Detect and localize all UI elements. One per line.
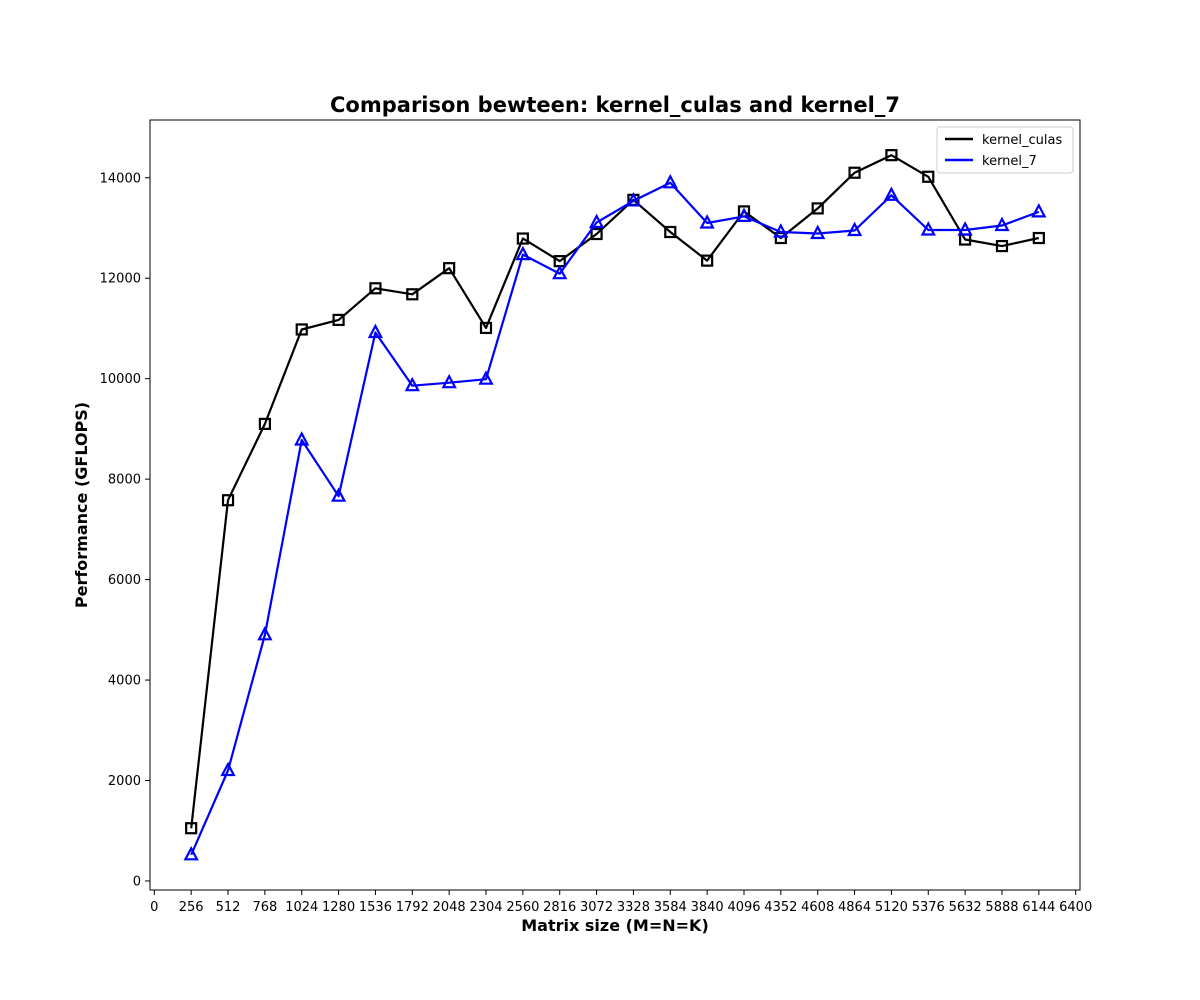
x-tick-label: 4352 xyxy=(764,900,797,915)
data-point-kernel-culas xyxy=(664,225,677,239)
data-point-kernel-7 xyxy=(994,216,1010,232)
data-point-kernel-7 xyxy=(257,625,273,641)
series-line-kernel-7 xyxy=(190,181,1040,856)
x-tick-label: 6400 xyxy=(1059,900,1092,915)
data-point-kernel-culas xyxy=(185,822,198,835)
x-tick-label: 0 xyxy=(150,900,158,915)
y-axis: 0 2000 4000 6000 8000 10000 12000 14000 xyxy=(100,171,150,889)
x-axis-label: Matrix size (M=N=K) xyxy=(521,916,709,935)
data-point-kernel-culas xyxy=(701,254,714,267)
data-point-kernel-7 xyxy=(773,223,789,238)
x-tick-label: 2816 xyxy=(543,900,576,915)
data-point-kernel-7 xyxy=(846,221,863,237)
data-point-kernel-7 xyxy=(367,323,384,339)
y-tick-label: 8000 xyxy=(108,473,141,488)
x-tick-label: 4608 xyxy=(801,900,834,915)
x-tick-label: 5888 xyxy=(985,900,1018,915)
y-tick-label: 6000 xyxy=(108,573,141,588)
data-point-kernel-7 xyxy=(183,845,199,861)
data-point-kernel-7 xyxy=(552,264,568,280)
data-point-kernel-culas xyxy=(443,262,456,275)
data-point-kernel-culas xyxy=(811,202,824,215)
data-point-kernel-7 xyxy=(625,192,642,207)
chart-title: Comparison bewteen: kernel_culas and ker… xyxy=(330,93,900,117)
x-axis: 0 256 512 768 1024 1280 1536 1792 2048 2304 2560 28… xyxy=(150,890,1092,915)
x-tick-label: 768 xyxy=(252,900,277,915)
legend-label-kernel-7: kernel_7 xyxy=(982,154,1037,169)
plot-area xyxy=(149,119,1081,891)
series-line-kernel-culas xyxy=(190,154,1040,829)
data-point-kernel-7 xyxy=(662,173,678,189)
data-point-kernel-7 xyxy=(220,761,236,777)
y-tick-label: 0 xyxy=(133,874,141,889)
data-point-kernel-7 xyxy=(515,245,531,261)
x-tick-label: 2560 xyxy=(506,900,539,915)
data-point-kernel-7 xyxy=(478,370,494,385)
data-point-kernel-7 xyxy=(588,213,605,229)
data-point-kernel-culas xyxy=(1032,231,1045,245)
y-tick-label: 4000 xyxy=(108,674,141,689)
data-point-kernel-culas xyxy=(922,170,935,183)
data-point-kernel-culas xyxy=(516,232,529,245)
x-tick-label: 5120 xyxy=(875,900,908,915)
y-tick-label: 10000 xyxy=(100,372,141,387)
data-point-kernel-7 xyxy=(441,373,457,389)
data-point-kernel-7 xyxy=(957,221,973,236)
x-tick-label: 256 xyxy=(179,900,204,915)
x-tick-label: 6144 xyxy=(1022,900,1055,915)
data-point-kernel-7 xyxy=(883,186,900,201)
data-point-kernel-7 xyxy=(1031,203,1047,218)
x-tick-label: 512 xyxy=(216,900,241,915)
data-point-kernel-culas xyxy=(332,313,345,327)
data-point-kernel-culas xyxy=(885,149,898,162)
data-point-kernel-culas xyxy=(369,282,382,295)
data-point-kernel-culas xyxy=(221,494,235,507)
x-tick-label: 1280 xyxy=(322,900,355,915)
y-tick-label: 2000 xyxy=(108,774,141,789)
data-point-kernel-culas xyxy=(295,323,308,336)
x-tick-label: 1792 xyxy=(396,900,429,915)
legend: kernel_culas kernel_7 xyxy=(936,126,1074,174)
legend-label-kernel-culas: kernel_culas xyxy=(982,133,1062,148)
data-point-kernel-culas xyxy=(590,227,603,241)
data-point-kernel-7 xyxy=(294,431,310,446)
y-tick-label: 14000 xyxy=(100,171,141,186)
x-tick-label: 3584 xyxy=(654,900,687,915)
data-point-kernel-7 xyxy=(810,224,826,240)
x-tick-label: 3072 xyxy=(580,900,613,915)
y-tick-label: 12000 xyxy=(100,272,141,287)
data-point-kernel-7 xyxy=(736,207,752,222)
x-tick-label: 5632 xyxy=(949,900,982,915)
data-point-kernel-culas xyxy=(995,239,1009,253)
series-layer xyxy=(183,149,1047,861)
data-point-kernel-culas xyxy=(479,321,493,335)
x-tick-label: 5376 xyxy=(912,900,945,915)
x-tick-label: 3328 xyxy=(617,900,650,915)
x-tick-label: 1024 xyxy=(285,900,318,915)
y-axis-label: Performance (GFLOPS) xyxy=(72,402,91,608)
x-tick-label: 3840 xyxy=(691,900,724,915)
data-point-kernel-7 xyxy=(330,487,347,502)
x-tick-label: 1536 xyxy=(359,900,392,915)
data-point-kernel-7 xyxy=(920,221,936,236)
data-point-kernel-7 xyxy=(699,214,715,229)
data-point-kernel-7 xyxy=(404,376,420,392)
x-tick-label: 4864 xyxy=(838,900,871,915)
data-point-kernel-culas xyxy=(258,417,271,430)
data-point-kernel-culas xyxy=(848,166,861,179)
data-point-kernel-culas xyxy=(406,288,419,301)
x-tick-label: 2304 xyxy=(469,900,502,915)
x-tick-label: 4096 xyxy=(727,900,760,915)
x-tick-label: 2048 xyxy=(433,900,466,915)
